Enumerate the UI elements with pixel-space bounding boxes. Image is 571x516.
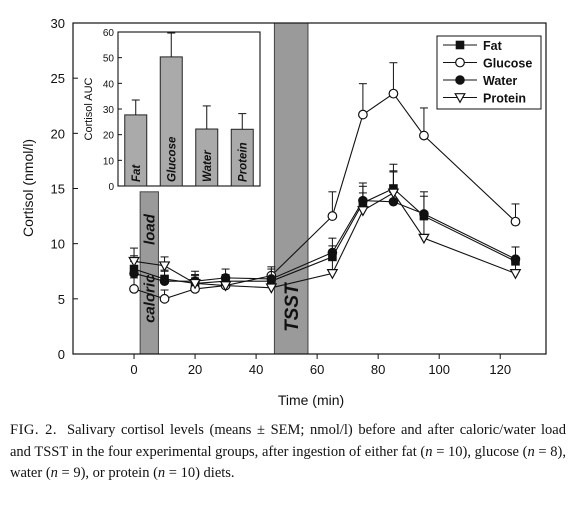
inset-y-tick-label: 0 xyxy=(108,182,114,193)
filled-circle-marker xyxy=(455,75,465,85)
legend-item-water: Water xyxy=(443,74,517,88)
inset-category-label: Fat xyxy=(131,164,143,182)
x-tick-label: 0 xyxy=(130,362,137,377)
series-line xyxy=(133,187,516,284)
band-tsst xyxy=(273,22,309,355)
open-circle-marker xyxy=(510,216,521,227)
open-triangle-down-marker xyxy=(189,278,201,290)
y-axis-title: Cortisol (nmol/l) xyxy=(20,139,36,237)
inset-y-tick-label: 60 xyxy=(103,28,115,39)
filled-circle-marker xyxy=(129,268,139,279)
open-triangle-down-marker xyxy=(265,283,278,294)
y-tick-label: 15 xyxy=(51,182,65,197)
legend-item-protein: Protein xyxy=(443,92,526,106)
x-tick-label: 60 xyxy=(310,362,324,377)
open-triangle-down-marker xyxy=(158,261,171,272)
open-triangle-down-marker xyxy=(418,233,430,245)
caption-n-2: n xyxy=(527,443,535,460)
filled-square-marker xyxy=(455,40,465,50)
legend-item-fat: Fat xyxy=(443,39,503,53)
inset-y-tick-label: 50 xyxy=(103,54,115,65)
series-line xyxy=(133,200,516,282)
filled-circle-marker xyxy=(327,247,338,258)
figure-caption: FIG. 2. Salivary cortisol levels (means ±… xyxy=(10,420,566,485)
x-tick-label: 100 xyxy=(428,362,450,377)
legend-label: Protein xyxy=(483,92,526,106)
inset-category-label: Protein xyxy=(237,142,249,182)
caption-n-4: n xyxy=(157,465,166,481)
y-tick-label: 25 xyxy=(51,71,65,86)
inset-y-axis-title: Cortisol AUC xyxy=(83,77,95,140)
caption-text-1: Salivary cortisol levels (means ± SEM; n… xyxy=(10,422,566,460)
open-triangle-down-marker xyxy=(326,269,339,280)
open-circle-marker xyxy=(327,211,338,221)
x-tick-label: 40 xyxy=(249,362,263,377)
legend-label: Water xyxy=(483,74,517,88)
band-label-word-1: caloric xyxy=(141,274,158,323)
open-circle-marker xyxy=(159,293,170,304)
series-water xyxy=(129,170,521,286)
y-tick-label: 30 xyxy=(51,16,65,31)
caption-label: FIG. 2. xyxy=(10,422,57,438)
x-tick-label: 120 xyxy=(489,362,511,377)
inset-y-tick-label: 20 xyxy=(103,131,115,142)
open-triangle-down-marker xyxy=(357,206,369,217)
legend-box xyxy=(436,35,542,110)
y-tick-label: 20 xyxy=(51,126,65,141)
inset-y-tick-label: 30 xyxy=(103,105,115,116)
y-tick-label: 0 xyxy=(58,347,65,362)
legend-label: Fat xyxy=(483,39,503,53)
band-label-tsst: TSST xyxy=(282,282,303,332)
caption-n-1: n xyxy=(425,443,433,460)
y-tick-label: 5 xyxy=(58,292,65,307)
series-protein xyxy=(128,171,522,294)
inset-category-label: Glucose xyxy=(166,136,178,182)
open-triangle-down-marker xyxy=(219,281,232,292)
open-triangle-down-marker xyxy=(128,256,140,268)
filled-circle-marker xyxy=(159,276,170,286)
open-triangle-down-marker xyxy=(387,188,400,199)
x-tick-label: 80 xyxy=(371,362,385,377)
inset-y-tick-label: 10 xyxy=(103,156,115,167)
series-line xyxy=(133,92,516,300)
open-circle-marker xyxy=(358,109,368,120)
x-tick-label: 20 xyxy=(188,362,202,377)
legend-item-glucose: Glucose xyxy=(443,57,532,71)
legend-label: Glucose xyxy=(483,57,532,71)
caption-text-4: = 9), or protein ( xyxy=(57,465,158,481)
y-tick-label: 10 xyxy=(51,237,65,252)
open-circle-marker xyxy=(388,88,399,99)
caption-text-3: = 8), water ( xyxy=(10,443,566,482)
open-circle-marker xyxy=(419,130,429,141)
inset-category-label: Water xyxy=(202,150,214,182)
x-axis-title: Time (min) xyxy=(278,392,344,408)
caption-text-2: = 10), glucose ( xyxy=(432,443,528,460)
caption-n-3: n xyxy=(50,465,58,481)
open-triangle-down-marker xyxy=(509,269,522,280)
open-triangle-down-marker xyxy=(454,93,466,104)
inset-y-tick-label: 40 xyxy=(103,79,115,90)
series-line xyxy=(133,192,516,289)
caption-text-5: = 10) diets. xyxy=(165,465,235,481)
band-label-word-2: load xyxy=(141,213,158,245)
open-circle-marker xyxy=(129,284,139,294)
open-circle-marker xyxy=(455,57,465,68)
